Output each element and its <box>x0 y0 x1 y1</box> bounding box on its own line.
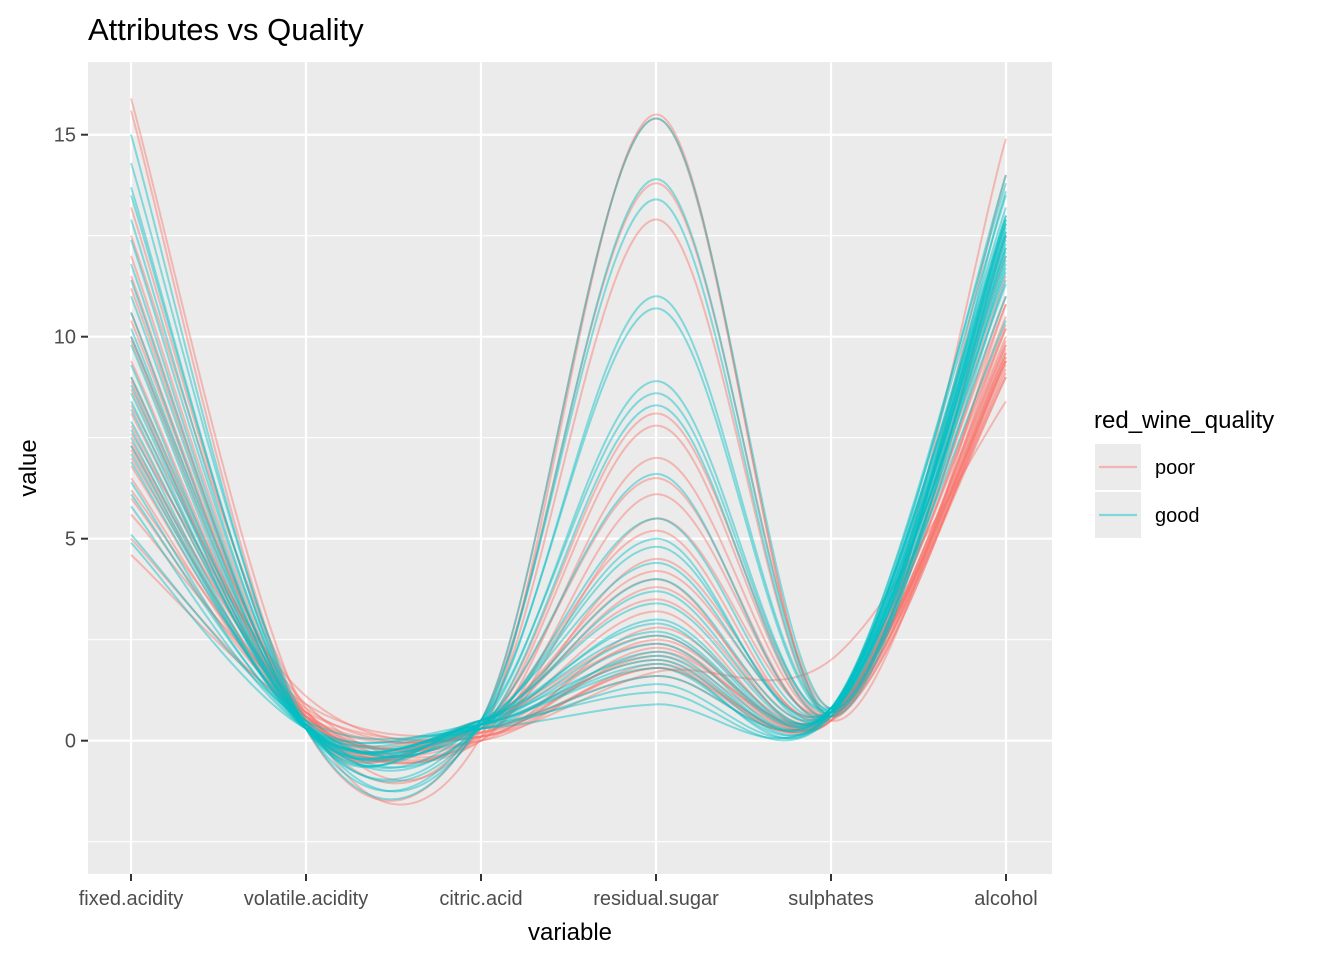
series-line-good <box>130 162 1007 793</box>
series-line-good <box>130 243 1007 750</box>
x-tick-label: sulphates <box>788 888 874 910</box>
series-line-good <box>130 207 1007 756</box>
x-axis-title: variable <box>528 919 612 946</box>
series-line-poor <box>130 275 1007 763</box>
x-tick-label: fixed.acidity <box>79 888 184 910</box>
series-line-poor <box>130 356 1007 765</box>
series-line-poor <box>130 344 1007 759</box>
series-line-good <box>130 255 1007 760</box>
series-line-good <box>130 259 1007 758</box>
legend-key <box>1095 492 1141 538</box>
series-line-good <box>130 239 1007 755</box>
series-line-poor <box>130 98 1007 806</box>
series-line-poor <box>130 295 1007 759</box>
series-line-poor <box>130 336 1007 751</box>
series-line-poor <box>130 328 1007 744</box>
series-line-poor <box>130 400 1007 742</box>
series-line-poor <box>130 360 1007 753</box>
series-line-poor <box>130 312 1007 756</box>
series-line-poor <box>130 352 1007 751</box>
series-line-good <box>130 219 1007 769</box>
series-lines <box>130 98 1007 806</box>
legend: red_wine_quality poor good <box>1094 407 1274 538</box>
series-line-poor <box>130 376 1007 738</box>
series-line-poor <box>130 360 1007 744</box>
series-line-good <box>130 223 1007 758</box>
series-line-poor <box>130 364 1007 749</box>
series-line-poor <box>130 336 1007 759</box>
series-line-good <box>130 267 1007 748</box>
series-line-good <box>130 194 1007 753</box>
series-line-good <box>130 194 1007 768</box>
series-line-good <box>130 283 1007 754</box>
legend-items: poor good <box>1095 444 1200 538</box>
series-line-good <box>130 117 1007 801</box>
series-line-poor <box>130 328 1007 765</box>
x-axis: fixed.acidity volatile.acidity citric.acid… <box>79 874 1038 910</box>
series-line-poor <box>130 207 1007 763</box>
series-line-good <box>130 251 1007 741</box>
series-line-good <box>130 279 1007 769</box>
series-line-good <box>130 223 1007 753</box>
y-tick-label: 0 <box>65 731 76 753</box>
series-line-poor <box>130 348 1007 764</box>
series-line-poor <box>130 255 1007 761</box>
series-line-good <box>130 182 1007 754</box>
plot-panel <box>88 62 1052 874</box>
y-tick-label: 5 <box>65 529 76 551</box>
series-line-poor <box>130 275 1007 764</box>
series-line-good <box>130 247 1007 781</box>
series-line-good <box>130 263 1007 772</box>
series-line-poor <box>130 356 1007 751</box>
legend-key <box>1095 444 1141 490</box>
y-axis: 0 5 10 15 <box>54 125 88 753</box>
series-line-good <box>130 219 1007 761</box>
series-line-good <box>130 295 1007 744</box>
series-line-good <box>130 320 1007 745</box>
x-tick-label: volatile.acidity <box>244 888 369 910</box>
series-line-good <box>130 231 1007 767</box>
x-tick-label: citric.acid <box>439 888 522 910</box>
chart-title: Attributes vs Quality <box>88 12 364 47</box>
y-tick-label: 10 <box>54 327 76 349</box>
grid-major <box>88 62 1052 874</box>
series-line-poor <box>130 320 1007 760</box>
series-line-good <box>130 227 1007 762</box>
series-line-poor <box>130 182 1007 785</box>
grid-minor <box>88 235 1052 843</box>
series-line-poor <box>130 110 1007 802</box>
x-tick-label: residual.sugar <box>593 888 719 910</box>
series-line-poor <box>130 368 1007 758</box>
y-axis-title: value <box>15 439 42 496</box>
series-line-poor <box>130 352 1007 762</box>
series-line-poor <box>130 255 1007 764</box>
series-line-good <box>130 231 1007 769</box>
series-line-good <box>130 235 1007 755</box>
series-line-poor <box>130 218 1007 782</box>
series-line-poor <box>130 376 1007 743</box>
series-line-good <box>130 215 1007 783</box>
series-line-good <box>130 186 1007 793</box>
series-line-good <box>130 247 1007 760</box>
legend-title: red_wine_quality <box>1094 407 1274 434</box>
legend-label-good: good <box>1155 505 1200 527</box>
series-line-good <box>130 174 1007 762</box>
y-tick-label: 15 <box>54 125 76 147</box>
series-line-poor <box>130 372 1007 744</box>
x-tick-label: alcohol <box>974 888 1037 910</box>
legend-label-poor: poor <box>1155 457 1195 479</box>
